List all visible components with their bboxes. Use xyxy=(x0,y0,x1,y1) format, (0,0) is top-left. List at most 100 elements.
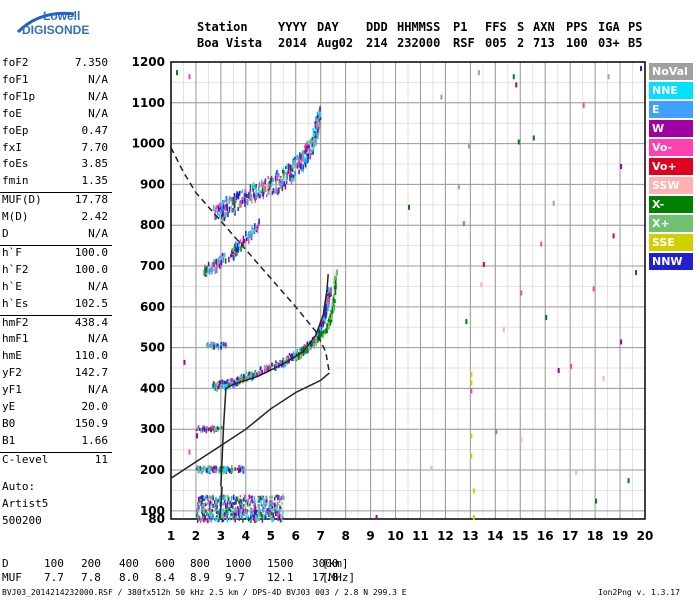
echo-2f2 xyxy=(301,158,304,162)
echo-es xyxy=(226,503,228,509)
echo-2f2-lower xyxy=(219,255,221,259)
echo-es xyxy=(214,506,217,511)
x-trace-green xyxy=(332,307,334,314)
echo-es3 xyxy=(217,426,219,430)
echo-2f2-lower xyxy=(236,250,239,256)
echo-2f2 xyxy=(285,179,288,184)
y-tick-label: 800 xyxy=(140,218,165,232)
echo-2f2 xyxy=(316,121,318,127)
echo-2f2 xyxy=(314,128,317,132)
echo-es2 xyxy=(219,469,222,475)
echo-es xyxy=(235,497,238,501)
param-hme: hmE 110.0 xyxy=(2,349,108,365)
echo-2f2-lower xyxy=(237,246,239,251)
echo-2f2 xyxy=(318,121,321,128)
echo-es xyxy=(257,496,260,501)
echo-2f2 xyxy=(219,203,222,207)
header-label-2: DAY xyxy=(317,20,339,34)
echo-es xyxy=(220,512,223,517)
param-h-f2: h`F2 100.0 xyxy=(2,263,108,279)
echo-2f2 xyxy=(264,185,267,193)
echo-2f2 xyxy=(255,194,257,200)
echo-2f2 xyxy=(285,176,288,182)
echo-es2 xyxy=(200,469,203,475)
echo-f2 xyxy=(283,359,285,364)
y-tick-label: 100 xyxy=(140,504,165,518)
param-value: 20.0 xyxy=(81,400,109,413)
echo-es2 xyxy=(239,467,242,472)
echo-es xyxy=(253,496,256,501)
echo-es xyxy=(232,511,234,516)
echo-es xyxy=(202,503,205,508)
echo-es3 xyxy=(213,427,216,432)
plot-frame xyxy=(170,61,646,520)
param-value: 100.0 xyxy=(74,245,108,259)
echo-es xyxy=(207,499,210,504)
echo-es xyxy=(217,498,220,503)
echo-es xyxy=(267,508,270,511)
y-tick-label: 300 xyxy=(140,422,165,436)
echo-2f2-lower xyxy=(251,230,254,237)
x-trace-green xyxy=(306,347,309,353)
echo-es xyxy=(238,515,240,521)
echo-es3 xyxy=(211,425,213,429)
echo-es2 xyxy=(198,465,200,470)
echo-es xyxy=(229,501,232,504)
logo-swoosh-icon xyxy=(16,11,75,34)
echo-es xyxy=(233,508,236,513)
param-value: N/A xyxy=(88,332,108,346)
echo-es xyxy=(199,498,202,502)
echo-es xyxy=(264,514,266,519)
echo-2f2 xyxy=(217,210,219,216)
header-value-6: 005 xyxy=(485,36,507,50)
echo-es xyxy=(260,497,262,501)
echo-2f2 xyxy=(279,176,282,181)
echo-es xyxy=(208,495,211,498)
echo-f2 xyxy=(214,383,217,387)
echo-es2 xyxy=(227,467,230,472)
muf-label: MUF xyxy=(2,571,22,584)
param-value: 1.66 xyxy=(81,433,109,447)
echo-2f2 xyxy=(254,199,257,203)
noise-point xyxy=(375,514,378,520)
echo-2f2-lower xyxy=(214,267,217,274)
echo-es xyxy=(235,512,237,517)
x-trace-green xyxy=(327,321,329,324)
echo-2f2 xyxy=(308,147,311,152)
echo-es xyxy=(246,509,248,515)
echo-2f2-lower xyxy=(232,255,235,261)
echo-es3 xyxy=(220,426,223,429)
noise-point xyxy=(532,135,535,141)
echo-2f2-lower xyxy=(235,241,237,248)
echo-es xyxy=(239,498,241,502)
echo-2f2 xyxy=(241,197,243,202)
echo-es xyxy=(226,494,229,499)
echo-2f2 xyxy=(261,179,263,186)
echo-es xyxy=(249,500,252,504)
echo-2f2 xyxy=(278,173,280,177)
echo-f2 xyxy=(325,308,327,312)
echo-f2 xyxy=(231,379,233,385)
header-label-1: YYYY xyxy=(278,20,307,34)
echo-es2 xyxy=(224,467,227,472)
echo-2f2 xyxy=(281,185,284,192)
echo-f2 xyxy=(229,382,232,388)
echo-2f2 xyxy=(308,140,311,146)
echo-f2 xyxy=(283,362,286,367)
echo-2f2 xyxy=(232,197,234,202)
echo-2f2-lower xyxy=(224,252,226,258)
param-key: MUF(D) xyxy=(2,193,42,207)
legend-nnw: NNW xyxy=(649,253,693,270)
echo-2f2 xyxy=(223,211,226,218)
echo-2f2 xyxy=(313,130,316,134)
echo-es xyxy=(244,508,247,513)
echo-2f2 xyxy=(243,198,246,203)
noise-point xyxy=(188,449,191,455)
echo-2f2 xyxy=(219,206,222,210)
echo-2f2 xyxy=(307,144,310,149)
echo-2f2 xyxy=(274,188,276,195)
echo-es xyxy=(212,513,214,519)
x-trace-green xyxy=(309,346,311,351)
echo-2f2 xyxy=(262,182,264,188)
echo-2f2 xyxy=(243,193,246,198)
